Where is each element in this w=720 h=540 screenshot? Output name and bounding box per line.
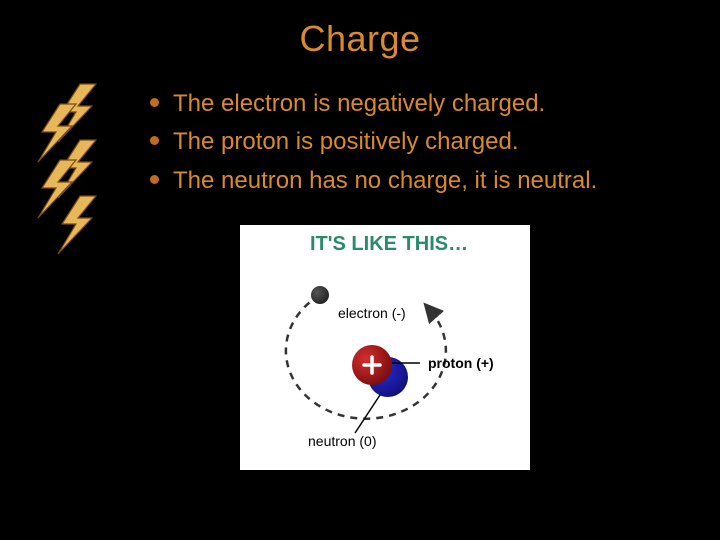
- list-item: The neutron has no charge, it is neutral…: [150, 165, 720, 197]
- bullet-icon: [150, 136, 159, 145]
- list-item: The proton is positively charged.: [150, 126, 720, 158]
- bullet-icon: [150, 98, 159, 107]
- lightning-decoration: [24, 82, 104, 262]
- bullet-list: The electron is negatively charged. The …: [150, 88, 720, 197]
- bullet-icon: [150, 175, 159, 184]
- neutron-label: neutron (0): [308, 433, 376, 449]
- content-area: The electron is negatively charged. The …: [0, 78, 720, 470]
- bullet-text: The neutron has no charge, it is neutral…: [173, 165, 597, 197]
- atom-diagram: IT'S LIKE THIS…: [240, 225, 530, 470]
- electron-label: electron (-): [338, 305, 406, 321]
- proton-label: proton (+): [428, 355, 494, 371]
- bullet-text: The proton is positively charged.: [173, 126, 519, 158]
- diagram-title: IT'S LIKE THIS…: [310, 233, 468, 256]
- slide-title: Charge: [0, 0, 720, 78]
- title-text: Charge: [299, 18, 420, 59]
- list-item: The electron is negatively charged.: [150, 88, 720, 120]
- bullet-text: The electron is negatively charged.: [173, 88, 545, 120]
- diagram-container: IT'S LIKE THIS…: [240, 225, 720, 470]
